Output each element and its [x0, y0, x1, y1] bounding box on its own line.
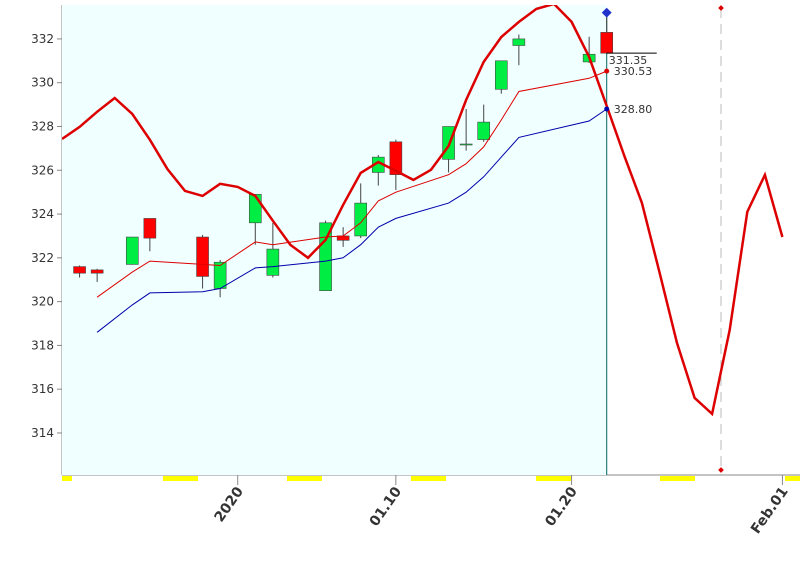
candle-body — [213, 261, 227, 289]
line-series — [96, 70, 607, 298]
weekend-strip — [62, 476, 800, 481]
candle-body — [248, 194, 262, 224]
candle-body — [90, 269, 104, 274]
candle-body — [266, 248, 280, 276]
y-tick-label: 316 — [31, 382, 54, 396]
x-tick-label: Feb.01 — [748, 484, 792, 537]
x-tick-label: 01.10 — [367, 484, 406, 530]
annotation-label: 331.35 — [609, 54, 648, 67]
candle-body — [143, 218, 157, 239]
plot-content — [62, 5, 784, 475]
candle-body — [512, 38, 526, 46]
y-tick-label: 324 — [31, 207, 54, 221]
candle-body — [494, 60, 508, 90]
candle-body — [600, 32, 614, 54]
candle-body — [459, 143, 473, 146]
annotation-dot — [604, 68, 610, 74]
y-tick-label: 330 — [31, 76, 54, 90]
annotation-dot — [604, 106, 610, 112]
x-tick-label: 2020 — [212, 484, 248, 525]
y-tick-label: 322 — [31, 251, 54, 265]
candle-body — [73, 266, 86, 274]
y-tick-label: 328 — [31, 119, 54, 133]
y-tick-label: 326 — [31, 163, 54, 177]
annotation-label: 328.80 — [614, 103, 653, 116]
candle-body — [477, 121, 491, 140]
high-marker — [601, 7, 612, 18]
candle-body — [196, 236, 209, 277]
y-tick-label: 318 — [31, 338, 54, 352]
y-tick-label: 314 — [31, 426, 54, 440]
y-tick-label: 320 — [31, 295, 54, 309]
history-shade — [62, 5, 607, 475]
x-tick-label: 01.20 — [542, 484, 581, 530]
line-series — [96, 108, 607, 333]
candle-body — [319, 222, 332, 291]
candle-body — [354, 202, 368, 237]
line-series — [62, 5, 784, 417]
marker-top — [718, 5, 724, 11]
marker-bottom — [718, 467, 724, 473]
y-tick-label: 332 — [31, 32, 54, 46]
candle-body — [125, 236, 139, 265]
candle-body — [389, 141, 403, 175]
annotation-label: 330.53 — [614, 65, 653, 78]
